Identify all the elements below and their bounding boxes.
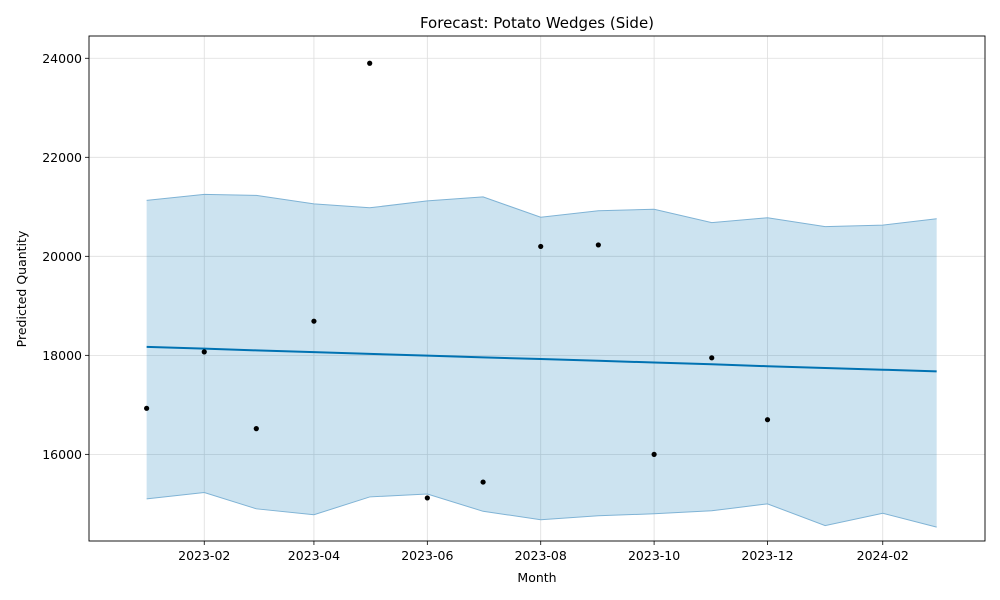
actual-point xyxy=(651,451,657,457)
uncertainty-band-group xyxy=(146,193,937,528)
uncertainty-band xyxy=(146,194,937,528)
x-tick-label: 2023-02 xyxy=(178,548,230,563)
chart-title: Forecast: Potato Wedges (Side) xyxy=(420,14,654,32)
actual-point xyxy=(595,242,601,248)
actual-point xyxy=(311,318,317,324)
y-tick-label: 22000 xyxy=(42,150,82,165)
actual-points-group xyxy=(144,60,771,501)
x-axis-title: Month xyxy=(517,570,556,585)
x-tick-label: 2023-06 xyxy=(401,548,453,563)
actual-point xyxy=(201,349,207,355)
actual-point xyxy=(764,417,771,423)
actual-point xyxy=(367,60,373,66)
forecast-line xyxy=(146,345,937,373)
forecast-line-group xyxy=(146,345,937,373)
x-tick-label: 2023-10 xyxy=(628,548,680,563)
y-tick-label: 20000 xyxy=(42,249,82,264)
lower-bound-line xyxy=(146,491,937,528)
x-tick-label: 2023-08 xyxy=(515,548,567,563)
x-tick-label: 2023-04 xyxy=(288,548,340,563)
actual-point xyxy=(538,243,544,250)
actual-point xyxy=(144,405,150,411)
y-tick-label: 18000 xyxy=(42,348,82,363)
y-axis: 16000 18000 20000 22000 24000 xyxy=(42,51,89,462)
actual-point xyxy=(709,355,715,361)
grid xyxy=(89,36,985,541)
x-tick-label: 2024-02 xyxy=(857,548,909,563)
y-tick-label: 16000 xyxy=(42,447,82,462)
actual-point xyxy=(253,426,259,432)
actual-point xyxy=(480,479,486,485)
plot-area-frame xyxy=(88,35,986,542)
y-tick-label: 24000 xyxy=(42,51,82,66)
actual-point xyxy=(424,495,430,501)
x-axis: 2023-02 2023-04 2023-06 2023-08 2023-10 2023-… xyxy=(178,541,909,563)
y-axis-title: Predicted Quantity xyxy=(14,230,29,347)
x-tick-label: 2023-12 xyxy=(741,548,793,563)
upper-bound-line xyxy=(146,193,937,228)
